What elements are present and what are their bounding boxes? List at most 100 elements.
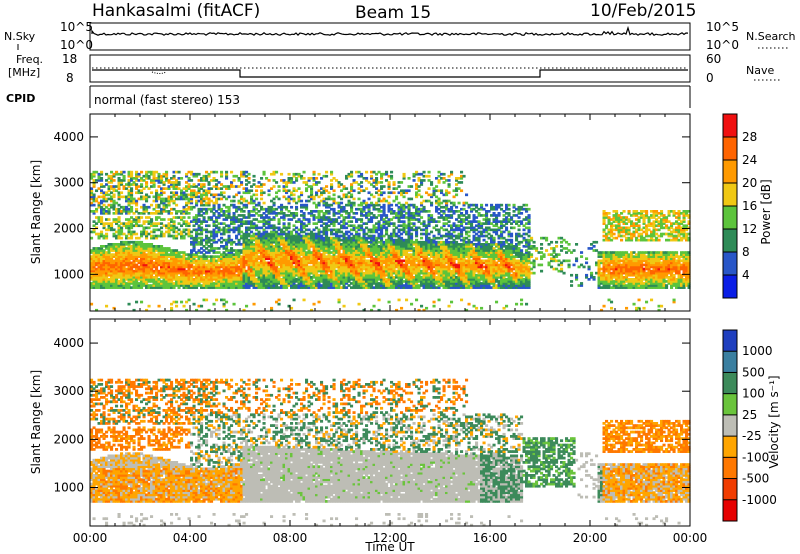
power-cell (172, 174, 176, 178)
power-cell (170, 212, 174, 215)
power-cell (137, 185, 141, 188)
power-cell (155, 189, 159, 193)
power-cell (192, 267, 196, 271)
power-cell (102, 226, 106, 230)
power-cell (357, 232, 361, 236)
power-cell (117, 282, 121, 285)
power-cell (185, 278, 189, 281)
power-cell (312, 170, 316, 174)
power-cell (137, 278, 141, 281)
power-cell (180, 230, 184, 234)
power-cell (252, 174, 256, 178)
power-cell (137, 240, 141, 244)
power-cell (175, 170, 179, 174)
power-cell (220, 263, 224, 267)
power-cell (200, 207, 204, 211)
power-cell (195, 220, 199, 223)
power-cell (167, 218, 171, 221)
power-cell (215, 224, 219, 228)
power-cell (307, 218, 311, 221)
power-cell (182, 197, 186, 201)
power-cell (142, 265, 146, 269)
power-cell (222, 265, 226, 269)
power-cell (195, 280, 199, 283)
power-cell (132, 255, 136, 258)
power-cell (195, 267, 199, 271)
power-cell (202, 177, 206, 180)
power-cell (145, 207, 149, 211)
power-cell (117, 267, 121, 271)
power-cell (137, 179, 141, 182)
power-cell (202, 269, 206, 273)
power-cell (195, 284, 199, 287)
power-cell (200, 222, 204, 225)
power-cell (172, 271, 176, 275)
power-cell (125, 183, 129, 186)
power-cell (112, 255, 116, 258)
power-cell (137, 191, 141, 195)
power-cell (172, 257, 176, 261)
power-cell (222, 191, 226, 195)
power-cell (142, 222, 146, 225)
power-cell (160, 286, 164, 289)
power-cell (222, 228, 226, 232)
power-cell (150, 257, 154, 261)
power-cell (120, 249, 124, 252)
power-cell (160, 234, 164, 238)
noise-tick-left-bottom: 10^0 (60, 38, 93, 52)
power-cell (172, 181, 176, 184)
power-cell (190, 179, 194, 182)
power-cell (202, 183, 206, 186)
power-cell (125, 271, 129, 275)
power-cell (300, 199, 304, 203)
power-cell (97, 263, 101, 267)
power-cell (97, 255, 101, 258)
power-cell (227, 259, 231, 263)
power-cell (205, 263, 209, 267)
power-cell (100, 255, 104, 258)
power-cell (227, 214, 231, 217)
power-cell (90, 249, 94, 252)
power-cell (100, 282, 104, 285)
power-cell (242, 210, 246, 213)
power-cell (210, 207, 214, 211)
power-cell (182, 276, 186, 279)
power-cell (162, 203, 166, 207)
power-cell (190, 269, 194, 273)
power-cell (230, 222, 234, 225)
power-cell (97, 261, 101, 265)
power-cell (120, 243, 124, 246)
power-cell (127, 243, 131, 246)
power-cell (107, 222, 111, 225)
power-cell (207, 172, 211, 176)
power-cell (97, 201, 101, 205)
power-cell (205, 191, 209, 195)
power-cell (202, 263, 206, 267)
power-cell (150, 284, 154, 287)
power-cell (105, 269, 109, 273)
power-cell (222, 273, 226, 277)
power-cell (200, 187, 204, 190)
power-cell (170, 253, 174, 256)
power-cell (392, 181, 396, 184)
power-cell (222, 210, 226, 213)
power-cell (200, 280, 204, 283)
power-cell (130, 271, 134, 275)
power-cell (90, 302, 94, 306)
power-cell (145, 236, 149, 240)
power-cell (150, 170, 154, 174)
power-cell (227, 226, 231, 230)
power-cell (197, 210, 201, 213)
power-cell (155, 273, 159, 277)
power-cell (217, 269, 221, 273)
power-cell (165, 257, 169, 261)
power-cell (100, 263, 104, 267)
power-cell (152, 179, 156, 182)
power-cell (132, 218, 136, 221)
power-cell (150, 212, 154, 215)
power-cell (105, 276, 109, 279)
power-cell (127, 199, 131, 203)
power-cell (132, 247, 136, 250)
power-cell (127, 232, 131, 236)
power-cell (222, 276, 226, 279)
